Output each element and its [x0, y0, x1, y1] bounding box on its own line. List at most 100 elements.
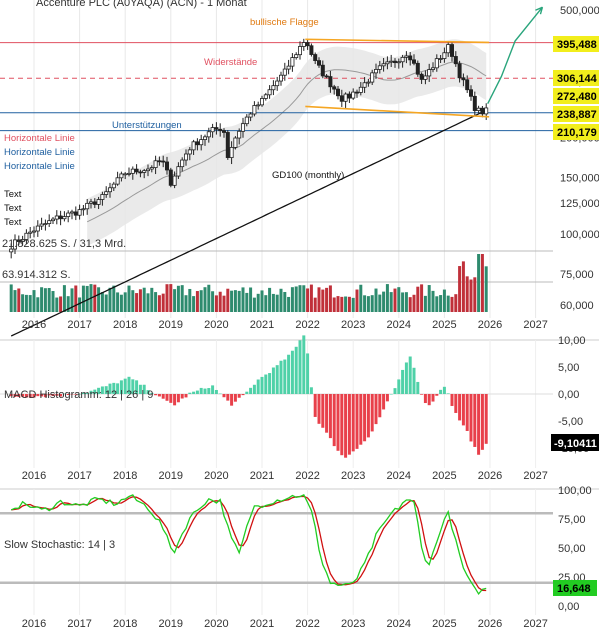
macd-bar: [351, 394, 355, 452]
macd-bar: [169, 394, 173, 403]
macd-bar: [230, 394, 234, 406]
volume-bar: [104, 294, 108, 312]
volume-bar: [389, 292, 393, 312]
candle-body: [290, 57, 295, 67]
candle-body: [366, 81, 371, 84]
level-tag-272: 272,480: [557, 91, 597, 103]
volume-bar: [207, 284, 211, 312]
volume-bar: [401, 292, 405, 312]
volume-bar: [477, 254, 481, 312]
candle-body: [301, 42, 306, 47]
candle-body: [195, 141, 200, 146]
volume-bar: [317, 287, 321, 312]
volume-bar: [366, 296, 370, 312]
volume-bar: [271, 293, 275, 312]
macd-bar: [180, 394, 184, 399]
volume-bar: [36, 297, 40, 312]
flag-annotation: bullische Flagge: [250, 17, 319, 28]
candle-body: [328, 76, 333, 88]
candle-body: [191, 141, 196, 151]
volume-bar: [279, 288, 283, 312]
macd-bar: [290, 350, 294, 394]
macd-bar: [93, 389, 97, 394]
candle-body: [153, 160, 158, 168]
volume-bar: [97, 287, 101, 312]
candle-body: [309, 45, 314, 55]
support-annotation: Unterstützungen: [112, 120, 182, 131]
candle-body: [172, 175, 177, 186]
candle-body: [130, 168, 135, 174]
macd-bar: [89, 390, 93, 394]
level-tags: 395,488 306,144 272,480 238,887 210,179: [553, 36, 599, 140]
macd-bar: [165, 394, 169, 401]
volume-bar: [169, 284, 173, 312]
x-tick-label: 2018: [113, 618, 137, 628]
macd-bar: [370, 394, 374, 432]
level-tag-bg: [553, 36, 599, 52]
macd-bar: [363, 394, 367, 442]
volume-bar: [423, 295, 427, 312]
volume-bar: [9, 284, 13, 312]
candle-body: [20, 239, 25, 242]
macd-y-tick: 0,00: [558, 389, 579, 401]
volume-bar: [214, 295, 218, 312]
volume-bar: [355, 289, 359, 312]
macd-bar: [435, 394, 439, 396]
candle-body: [286, 65, 291, 70]
macd-bar: [150, 392, 154, 394]
candle-body: [225, 132, 230, 158]
flag-lower-line: [305, 105, 490, 118]
candle-body: [199, 139, 204, 146]
x-tick-label: 2022: [295, 618, 319, 628]
macd-bar: [439, 389, 443, 394]
macd-y-tick: 10,00: [558, 335, 586, 347]
macd-bar: [85, 392, 89, 394]
volume-bar: [351, 297, 355, 312]
text-annotation-1: Text: [4, 189, 22, 200]
volume-bar: [62, 285, 66, 312]
candle-body: [252, 105, 257, 115]
level-tag-bg: [553, 70, 599, 86]
macd-bar: [458, 394, 462, 421]
candle-body: [12, 239, 17, 250]
macd-bar: [100, 386, 104, 394]
volume-bar: [416, 286, 420, 312]
macd-bar: [336, 394, 340, 451]
volume-bars: [0, 250, 553, 312]
candle-body: [453, 56, 458, 65]
volume-bar: [298, 285, 302, 312]
macd-bar: [161, 394, 165, 399]
x-tick-label: 2025: [432, 618, 456, 628]
macd-bar: [389, 393, 393, 395]
macd-bar: [157, 394, 161, 397]
stochastic-y-tick: 100,00: [558, 485, 592, 497]
candle-body: [259, 98, 264, 106]
macd-bar: [332, 394, 336, 447]
volume-bar: [420, 284, 424, 312]
candle-body: [54, 215, 59, 220]
macd-bar: [184, 394, 188, 398]
level-tag-bg: [553, 106, 599, 122]
candle-body: [404, 55, 409, 58]
volume-bar: [237, 290, 241, 312]
x-tick-label: 2017: [67, 470, 91, 482]
candle-body: [134, 168, 139, 173]
volume-bar: [325, 287, 329, 312]
macd-panel: 10,005,000,00-5,00-10,00: [0, 335, 599, 468]
macd-bar: [260, 376, 264, 394]
volume-bar: [93, 284, 97, 312]
x-tick-label: 2019: [159, 618, 183, 628]
volume-bar: [241, 287, 245, 312]
macd-bar: [142, 384, 146, 394]
macd-bar: [477, 394, 481, 455]
candle-body: [411, 59, 416, 64]
macd-bar: [97, 387, 101, 394]
x-tick-label: 2021: [250, 319, 274, 331]
volume-bar: [173, 289, 177, 312]
x-tick-label: 2023: [341, 470, 365, 482]
macd-bar: [40, 394, 44, 397]
stochastic-k-line: [10, 494, 487, 596]
candle-body: [373, 69, 378, 74]
macd-bar: [188, 392, 192, 394]
candle-body: [111, 183, 116, 189]
